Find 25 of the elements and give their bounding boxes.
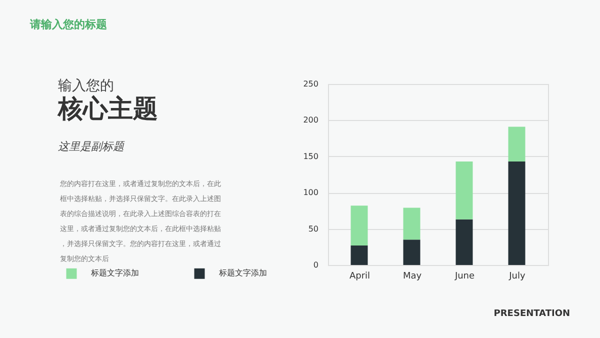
- x-tick-label: May: [402, 272, 422, 282]
- legend-label: 标题文字添加: [218, 268, 267, 278]
- text: 核心主题: [57, 94, 158, 123]
- bar: [456, 161, 473, 220]
- y-tick-label: 50: [308, 224, 318, 234]
- y-tick-label: 100: [303, 188, 318, 198]
- bar: [508, 126, 526, 162]
- x-tick-label: April: [349, 272, 370, 282]
- x-tick-label: June: [454, 272, 476, 282]
- bar: [456, 219, 473, 265]
- y-tick-label: 250: [303, 80, 318, 88]
- y-tick-label: 150: [303, 152, 318, 161]
- y-tick-label: 0: [313, 260, 318, 270]
- x-tick-label: July: [508, 272, 526, 282]
- text: 请输入您的标题: [29, 18, 107, 31]
- text: PRESENTATION: [494, 309, 570, 319]
- text: 这里是副标题: [58, 140, 125, 153]
- bar: [350, 245, 368, 265]
- bar: [350, 206, 368, 246]
- bar: [508, 161, 526, 265]
- text: 输入您的: [58, 78, 114, 94]
- y-tick-label: 200: [303, 116, 318, 125]
- bar: [403, 208, 420, 240]
- legend-label: 标题文字添加: [90, 268, 139, 278]
- bar: [403, 240, 420, 265]
